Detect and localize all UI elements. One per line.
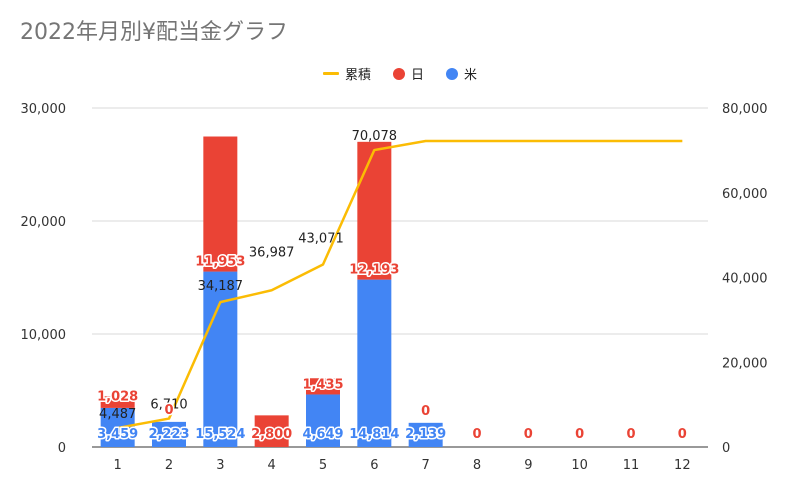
cumulative-line (117, 139, 683, 430)
cumulative-label: 43,071 (298, 231, 344, 246)
bar-jp-3 (203, 136, 238, 272)
legend-label: 米 (464, 68, 478, 83)
bar-label-us-7: 2,139 (405, 427, 446, 442)
bar-jp-6 (357, 141, 392, 280)
x-tick-label: 8 (473, 458, 481, 473)
cumulative-label: 36,987 (249, 245, 295, 260)
y-right-tick-label: 80,000 (722, 102, 768, 117)
cumulative-label: 34,187 (198, 279, 244, 294)
y-right-tick-label: 20,000 (722, 356, 768, 371)
cumulative-label: 70,078 (352, 129, 398, 144)
bar-us-6 (357, 279, 392, 447)
x-tick-label: 1 (114, 458, 122, 473)
y-right-tick-label: 0 (722, 441, 730, 456)
y-left-tick-label: 0 (58, 441, 66, 456)
legend-swatch (446, 67, 458, 80)
y-right-tick-label: 60,000 (722, 187, 768, 202)
legend-item-2: 米 (446, 64, 477, 83)
legend-label: 累積 (344, 68, 371, 83)
bar-label-us-4: 2,800 (251, 427, 292, 442)
legend-label: 日 (410, 68, 424, 83)
bar-label-us-12: 0 (678, 427, 687, 442)
bar-us-5 (306, 394, 340, 447)
cumulative-label: 6,710 (150, 398, 187, 413)
bar-label-jp-5: 1,435 (302, 377, 343, 392)
x-tick-label: 3 (216, 458, 224, 473)
bar-label-us-3: 15,524 (195, 427, 245, 442)
bar-jp-4 (254, 415, 289, 447)
x-tick-label: 11 (623, 458, 640, 473)
x-tick-label: 2 (165, 458, 173, 473)
y-right-tick-label: 40,000 (722, 272, 768, 287)
bar-label-jp-1: 1,028 (97, 389, 138, 404)
legend-swatch (392, 67, 405, 80)
bar-label-jp-7: 0 (421, 404, 430, 419)
bar-label-us-2: 2,223 (148, 427, 189, 442)
legend-swatch (322, 72, 339, 75)
bar-label-jp-2: 0 (164, 403, 173, 418)
y-left-tick-label: 20,000 (21, 215, 67, 230)
bar-us-3 (203, 271, 238, 447)
bar-label-jp-6: 12,193 (349, 263, 399, 278)
bar-label-us-1: 3,459 (97, 427, 138, 442)
bar-label-us-6: 14,814 (349, 427, 399, 442)
x-tick-label: 6 (370, 458, 378, 473)
bar-us-7 (408, 422, 443, 447)
bar-label-us-9: 0 (524, 427, 533, 442)
x-tick-label: 12 (674, 458, 691, 473)
bar-label-jp-3: 11,953 (195, 255, 245, 270)
x-tick-label: 9 (524, 458, 532, 473)
bar-label-us-8: 0 (472, 427, 481, 442)
bar-jp-1 (100, 396, 135, 408)
legend-item-1: 日 (392, 64, 424, 83)
bar-label-us-10: 0 (575, 427, 584, 442)
y-left-tick-label: 10,000 (21, 328, 67, 343)
legend-item-0: 累積 (322, 64, 371, 83)
bar-jp-5 (306, 378, 340, 395)
bar-label-us-5: 4,649 (302, 427, 343, 442)
y-left-tick-label: 30,000 (21, 102, 67, 117)
x-tick-label: 4 (268, 458, 276, 473)
legend: 累積 日 米 (0, 64, 800, 83)
bar-us-2 (152, 421, 186, 447)
x-tick-label: 10 (571, 458, 588, 473)
cumulative-label: 4,487 (99, 407, 136, 422)
chart-title: 2022年月別¥配当金グラフ (20, 20, 288, 45)
bar-label-us-11: 0 (626, 427, 635, 442)
x-tick-label: 7 (422, 458, 430, 473)
x-tick-label: 5 (319, 458, 327, 473)
